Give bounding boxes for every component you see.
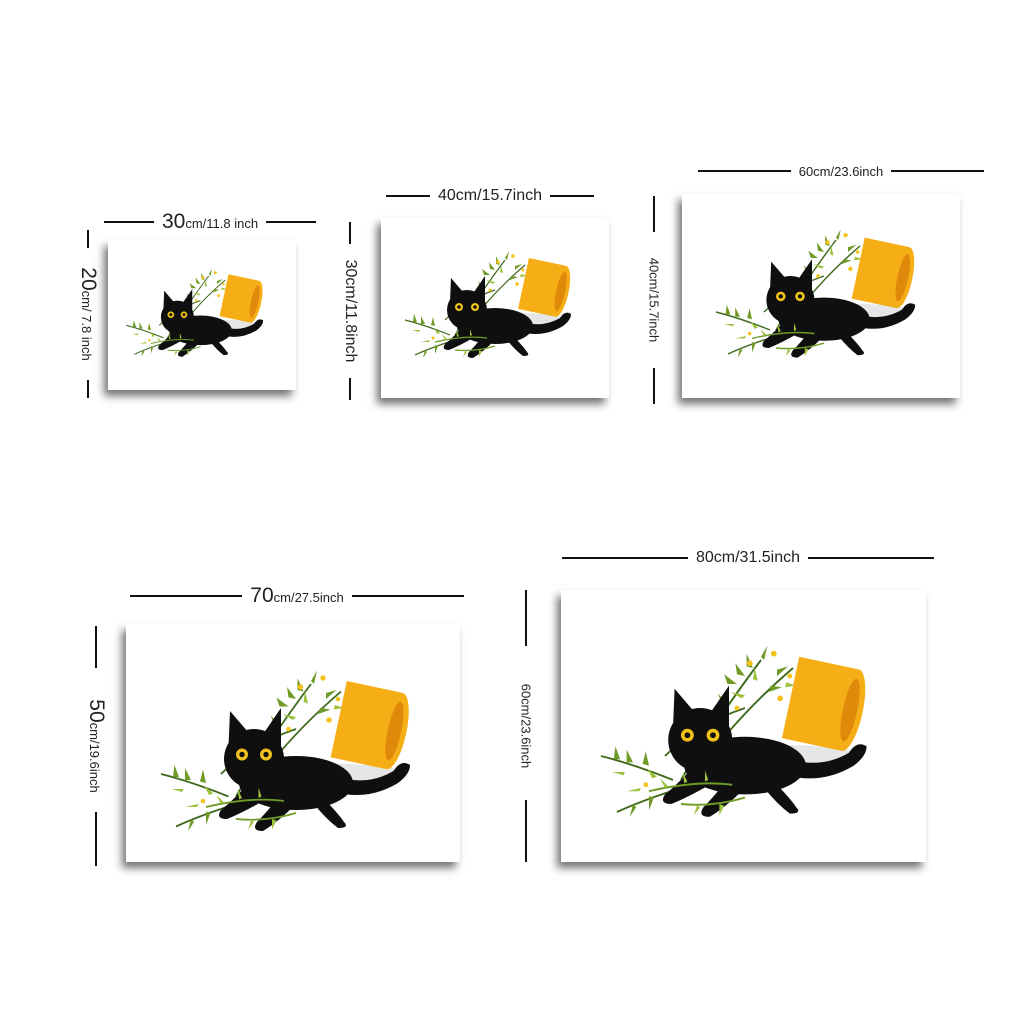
height-lead: 20 [77, 267, 100, 291]
poster-30x20 [108, 240, 296, 390]
height-rest: cm/19.6inch [87, 722, 102, 793]
black-cat-artwork [600, 644, 873, 818]
width-label: 40cm/15.7inch [437, 187, 543, 204]
poster-40x30 [381, 218, 609, 398]
width-label: 80cm/31.5inch [695, 549, 801, 566]
width-dimension-30cm: 30 cm/11.8 inch [104, 210, 317, 233]
width-rest: cm/27.5inch [273, 590, 344, 605]
black-cat-artwork [715, 228, 920, 359]
black-cat-artwork [125, 267, 267, 358]
poster-60x40 [682, 194, 960, 398]
poster-80x60 [561, 590, 926, 862]
height-dimension-60cm: 60cm/23.6inch [514, 590, 538, 862]
width-dimension-70cm: 70 cm/27.5inch [130, 584, 465, 607]
height-lead: 50 [85, 699, 108, 723]
width-dimension-60cm: 60cm/23.6inch [698, 161, 984, 181]
height-dimension-40cm: 40cm/15.7inch [642, 196, 666, 404]
height-dimension-30cm: 30cm/11.8inch [338, 222, 362, 400]
width-lead: 30 [161, 210, 186, 233]
width-rest: cm/11.8 inch [185, 216, 259, 231]
black-cat-artwork [160, 669, 416, 832]
width-dimension-40cm: 40cm/15.7inch [386, 186, 594, 206]
width-label: 60cm/23.6inch [798, 163, 884, 179]
height-rest: cm/ 7.8 inch [79, 290, 94, 361]
poster-70x50 [126, 624, 460, 862]
height-label: 60cm/23.6inch [518, 683, 534, 769]
width-dimension-80cm: 80cm/31.5inch [562, 548, 934, 568]
black-cat-artwork [404, 250, 575, 359]
height-dimension-50cm: 50 cm/19.6inch [84, 626, 108, 866]
height-label: 30cm/11.8inch [342, 259, 359, 363]
height-label: 40cm/15.7inch [646, 257, 662, 343]
height-dimension-20cm: 20 cm/ 7.8 inch [76, 230, 100, 398]
width-lead: 70 [250, 584, 274, 607]
